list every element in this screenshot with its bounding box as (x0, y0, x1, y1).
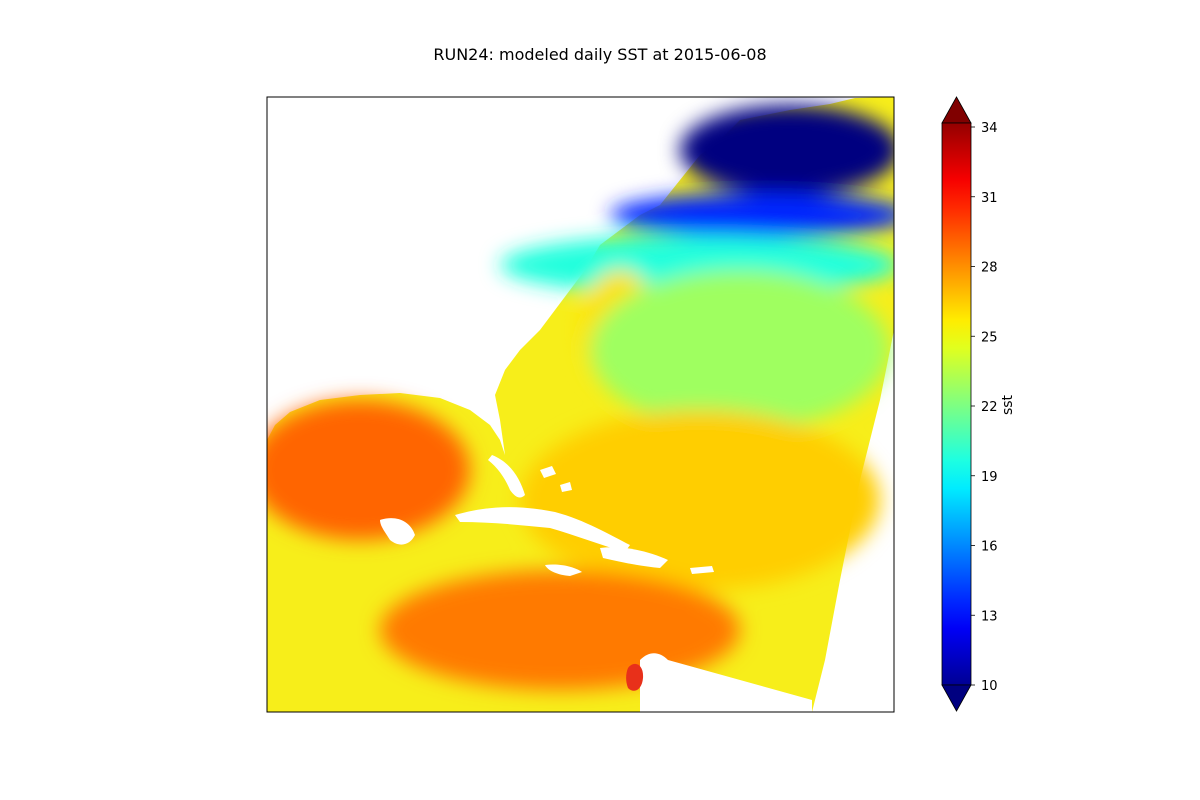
colorbar-body (941, 122, 972, 686)
colorbar-tick-label: 10 (981, 679, 998, 694)
plot-frame (266, 96, 895, 713)
chart-title: RUN24: modeled daily SST at 2015-06-08 (433, 45, 767, 64)
south-america-land (640, 653, 812, 712)
colorbar-label: sst (1000, 394, 1016, 415)
colorbar-tick-label: 13 (981, 609, 998, 624)
colorbar-tick-label: 25 (981, 330, 998, 345)
sst-region (520, 410, 880, 590)
colorbar-extend-max (941, 96, 972, 124)
colorbar-tick-label: 31 (981, 191, 998, 206)
sst-region (680, 105, 894, 195)
lake-maracaibo (626, 663, 644, 691)
sst-region (610, 193, 894, 237)
sst-region (590, 270, 890, 430)
florida-land (488, 455, 525, 498)
sst-map (267, 97, 894, 712)
colorbar-ticks: 10 13 16 19 22 25 28 31 34 (971, 121, 998, 694)
colorbar-extend-min (941, 684, 972, 712)
land-mask (380, 455, 812, 712)
cuba-land (455, 507, 630, 552)
colorbar-tick-label: 22 (981, 400, 998, 415)
colorbar-tick-label: 16 (981, 540, 998, 555)
sst-region (267, 400, 470, 540)
colorbar-tick-label: 34 (981, 121, 998, 136)
colorbar: 10 13 16 19 22 25 28 31 34 sst (941, 96, 1016, 712)
yucatan-land (380, 518, 415, 545)
colorbar-tick-label: 19 (981, 470, 998, 485)
hispaniola-land (600, 547, 668, 568)
jamaica-land (545, 564, 582, 576)
colorbar-tick-label: 28 (981, 261, 998, 276)
puerto-rico-land (690, 566, 714, 574)
bahamas-land (540, 466, 572, 492)
